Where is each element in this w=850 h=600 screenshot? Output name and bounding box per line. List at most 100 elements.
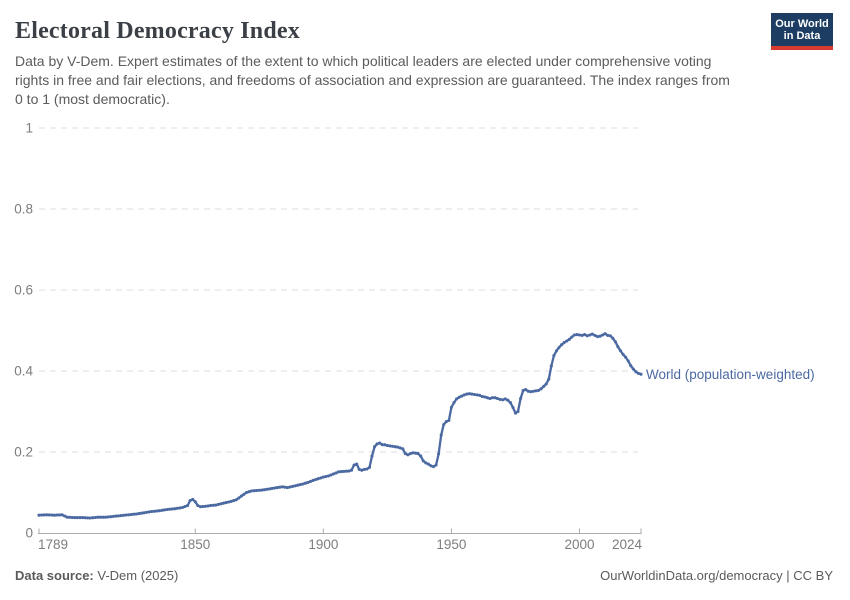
world-series-point	[239, 494, 243, 498]
owid-logo-line2: in Data	[783, 29, 821, 42]
world-series-point	[524, 388, 528, 392]
world-series-point	[536, 388, 541, 392]
world-series-point	[285, 486, 290, 490]
world-series-point	[116, 514, 120, 518]
world-series-point	[298, 483, 302, 487]
world-series-point	[157, 509, 161, 513]
world-series-point	[519, 396, 523, 401]
world-series-point	[278, 485, 282, 489]
world-series-point	[437, 452, 441, 456]
world-series-point	[270, 486, 274, 490]
world-series-point	[209, 503, 213, 508]
world-series-point	[155, 509, 159, 513]
world-series-point	[562, 341, 566, 345]
world-series-point	[511, 405, 515, 409]
chart-subtitle: Data by V-Dem. Expert estimates of the e…	[15, 53, 730, 107]
world-series-point	[590, 332, 594, 336]
world-series-point	[119, 514, 123, 518]
world-series-point	[495, 396, 500, 401]
world-series-point	[585, 334, 589, 338]
world-series-point	[70, 515, 74, 520]
world-series-point	[621, 352, 625, 356]
world-series-point	[52, 513, 56, 517]
world-series-point	[170, 507, 174, 511]
world-series-point	[111, 514, 115, 518]
world-series-point	[342, 469, 346, 473]
world-series-point	[396, 445, 400, 449]
world-series-point	[624, 355, 628, 359]
world-series-point	[426, 462, 430, 466]
world-series-point	[565, 339, 569, 343]
world-series-point	[503, 397, 507, 401]
world-series-point	[618, 349, 623, 353]
world-series-point	[306, 480, 310, 484]
world-series-point	[357, 467, 361, 471]
world-series-point	[237, 496, 241, 500]
world-series-point	[455, 397, 459, 401]
world-series-point	[439, 433, 443, 437]
credit-link[interactable]: OurWorldinData.org/democracy | CC BY	[600, 568, 833, 583]
x-tick-label: 2000	[564, 537, 594, 552]
world-series-point	[109, 515, 113, 519]
world-series-point	[593, 333, 597, 337]
world-series-point	[634, 370, 638, 374]
chart-title: Electoral Democracy Index	[15, 18, 300, 44]
world-series-point	[186, 503, 190, 508]
world-series-point	[467, 392, 471, 396]
y-tick-label: 1	[25, 121, 33, 136]
world-series-point	[431, 465, 436, 469]
world-series-point	[411, 451, 415, 455]
world-series-point	[616, 345, 620, 349]
world-series-point	[475, 393, 479, 397]
world-series-point	[629, 364, 633, 368]
x-tick-label: 1900	[308, 537, 338, 552]
world-series-point	[296, 483, 300, 487]
world-series-point	[293, 484, 297, 488]
world-series-point	[206, 504, 210, 508]
world-series-point	[329, 473, 333, 477]
world-series-point	[257, 488, 261, 492]
world-series-point	[314, 477, 318, 482]
world-series-point	[501, 398, 505, 402]
world-series-point	[324, 474, 328, 479]
world-series-point	[221, 501, 225, 505]
world-series-point	[560, 343, 564, 347]
world-series-point	[598, 334, 602, 338]
data-source-value: V-Dem (2025)	[93, 568, 179, 583]
world-series-point	[45, 513, 49, 517]
world-series-point	[462, 393, 466, 397]
owid-logo[interactable]: Our World in Data	[771, 13, 833, 50]
world-series-point	[611, 336, 615, 340]
world-series-point	[98, 515, 103, 519]
world-series-point	[332, 472, 336, 476]
world-series-point	[198, 505, 202, 509]
chart-footer: Data source: V-Dem (2025) OurWorldinData…	[15, 568, 833, 583]
world-series-point	[86, 516, 90, 520]
world-series-point	[291, 484, 295, 488]
world-series-point	[544, 382, 548, 386]
world-series-point	[216, 502, 220, 506]
world-series-point	[201, 504, 205, 509]
world-series-point	[114, 514, 118, 518]
world-series-point	[244, 490, 249, 495]
world-series-point	[311, 478, 315, 482]
world-series-point	[63, 514, 67, 518]
world-series-point	[390, 444, 395, 448]
world-series-point	[196, 503, 200, 508]
world-series-point	[347, 469, 351, 473]
world-series-point	[380, 443, 384, 447]
x-tick-label: 1789	[38, 537, 68, 552]
world-series-point	[214, 503, 218, 507]
world-series-point	[542, 384, 546, 388]
world-series-line[interactable]	[37, 332, 643, 520]
world-series-point	[434, 463, 438, 467]
world-series-point	[219, 502, 223, 506]
world-series-point	[55, 513, 59, 517]
world-series-point	[326, 474, 331, 478]
series-label-world[interactable]: World (population-weighted)	[646, 367, 815, 382]
world-series-point	[383, 443, 387, 447]
world-series-point	[339, 470, 343, 474]
world-series-point	[321, 475, 325, 479]
world-series-point	[385, 443, 389, 448]
